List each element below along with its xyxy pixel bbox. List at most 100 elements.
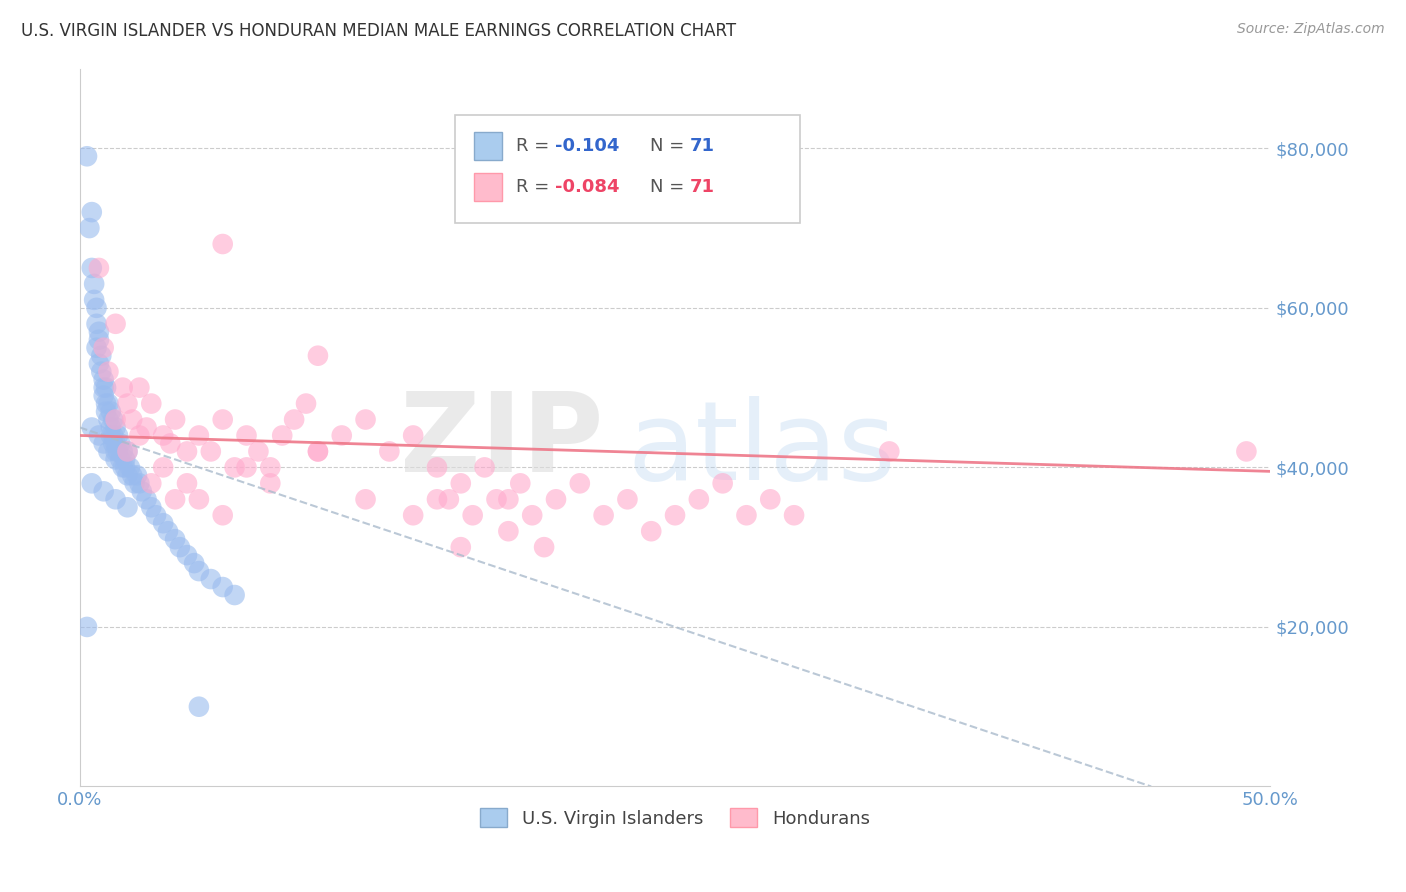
Point [103, 428, 125, 442]
Point [86, 317, 108, 331]
Text: ZIP: ZIP [401, 388, 603, 495]
Point [141, 500, 163, 515]
Point [104, 492, 127, 507]
Point [259, 460, 281, 475]
Point [104, 436, 127, 450]
Point [498, 492, 520, 507]
Point [330, 428, 353, 442]
Point [640, 524, 662, 539]
Point [93, 436, 115, 450]
Point [87, 357, 110, 371]
Point [664, 508, 686, 523]
Point [114, 460, 136, 475]
Point [165, 492, 187, 507]
Point [187, 492, 209, 507]
Point [118, 460, 141, 475]
Point [211, 237, 233, 252]
Point [426, 460, 449, 475]
Point [152, 428, 174, 442]
Point [93, 373, 115, 387]
Point [426, 492, 449, 507]
Point [211, 580, 233, 594]
Point [117, 468, 139, 483]
Point [759, 492, 782, 507]
Point [176, 444, 198, 458]
Point [90, 349, 112, 363]
Point [1234, 444, 1257, 458]
Point [783, 508, 806, 523]
Point [224, 460, 246, 475]
Point [128, 381, 150, 395]
Point [735, 508, 758, 523]
Point [183, 556, 205, 570]
Point [159, 436, 181, 450]
Point [879, 444, 901, 458]
Point [87, 260, 110, 275]
Point [533, 540, 555, 554]
Point [86, 341, 108, 355]
Point [83, 277, 105, 291]
Text: -0.084: -0.084 [555, 178, 619, 196]
Point [522, 508, 544, 523]
Point [100, 420, 122, 434]
Point [169, 540, 191, 554]
Point [235, 460, 257, 475]
Point [107, 444, 129, 458]
Point [354, 412, 377, 426]
Point [211, 508, 233, 523]
Point [87, 325, 110, 339]
Point [100, 428, 122, 442]
Point [498, 524, 520, 539]
Point [616, 492, 638, 507]
Point [283, 412, 305, 426]
Point [200, 572, 222, 586]
Point [187, 564, 209, 578]
Point [76, 620, 98, 634]
Point [247, 444, 270, 458]
Text: N =: N = [650, 137, 690, 155]
Text: U.S. VIRGIN ISLANDER VS HONDURAN MEDIAN MALE EARNINGS CORRELATION CHART: U.S. VIRGIN ISLANDER VS HONDURAN MEDIAN … [21, 22, 737, 40]
Point [111, 460, 134, 475]
Point [307, 444, 329, 458]
FancyBboxPatch shape [454, 115, 800, 223]
Point [211, 412, 233, 426]
Point [128, 476, 150, 491]
Point [93, 381, 115, 395]
Point [165, 412, 187, 426]
Point [125, 468, 148, 483]
Point [200, 444, 222, 458]
Point [135, 420, 157, 434]
Text: R =: R = [516, 137, 554, 155]
Text: R =: R = [516, 178, 554, 196]
Point [307, 444, 329, 458]
Point [97, 365, 120, 379]
Point [111, 444, 134, 458]
FancyBboxPatch shape [474, 173, 502, 202]
Point [80, 260, 103, 275]
Point [271, 428, 294, 442]
Point [688, 492, 710, 507]
Point [83, 293, 105, 307]
Point [80, 205, 103, 219]
Text: 71: 71 [689, 178, 714, 196]
Point [224, 588, 246, 602]
Point [145, 508, 167, 523]
Point [107, 428, 129, 442]
Point [128, 428, 150, 442]
Point [131, 484, 153, 499]
Point [121, 412, 143, 426]
Point [104, 420, 127, 434]
Point [94, 396, 117, 410]
Point [544, 492, 567, 507]
Point [141, 476, 163, 491]
Point [104, 317, 127, 331]
Point [461, 508, 484, 523]
Point [124, 476, 146, 491]
Point [87, 333, 110, 347]
Point [152, 460, 174, 475]
Point [104, 444, 127, 458]
Point [235, 428, 257, 442]
Point [307, 349, 329, 363]
Point [711, 476, 734, 491]
Point [135, 492, 157, 507]
